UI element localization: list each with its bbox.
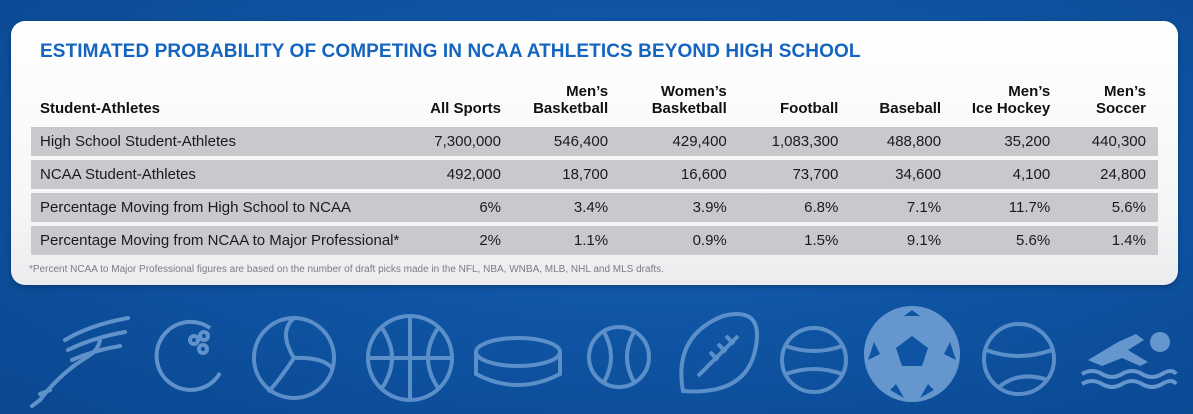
column-header: Men’s Ice Hockey — [971, 83, 1051, 117]
table-cell: 11.7% — [953, 193, 1063, 222]
table-cell: 18,700 — [513, 160, 621, 189]
table-cell: 7.1% — [850, 193, 954, 222]
table-cell: 9.1% — [850, 226, 954, 255]
table-cell: 73,700 — [738, 160, 851, 189]
probability-table: Student-Athletes All Sports Men’s Basketb… — [31, 79, 1158, 259]
table-cell: 1.4% — [1062, 226, 1158, 255]
table-cell: 6% — [411, 193, 513, 222]
row-label: Percentage Moving from High School to NC… — [31, 193, 412, 222]
volleyball-icon — [252, 316, 336, 400]
column-header: Baseball — [879, 100, 942, 117]
table-cell: 0.9% — [620, 226, 739, 255]
table-row: Percentage Moving from High School to NC… — [31, 193, 1158, 222]
table-cell: 5.6% — [953, 226, 1063, 255]
column-header: Football — [780, 100, 839, 117]
column-header: Student-Athletes — [40, 100, 160, 117]
table-cell: 6.8% — [738, 193, 851, 222]
hockey-puck-icon — [474, 336, 562, 387]
column-header: Women’s Basketball — [651, 83, 727, 117]
table-cell: 492,000 — [411, 160, 513, 189]
basketball-icon — [366, 314, 454, 402]
row-label: Percentage Moving from NCAA to Major Pro… — [31, 226, 412, 255]
tennis-ball-icon — [780, 326, 848, 394]
baseball-icon — [587, 325, 651, 389]
table-cell: 2% — [411, 226, 513, 255]
table-cell: 4,100 — [953, 160, 1063, 189]
table-cell: 488,800 — [850, 127, 954, 156]
table-cell: 1.1% — [513, 226, 621, 255]
table-cell: 546,400 — [513, 127, 621, 156]
row-label: NCAA Student-Athletes — [31, 160, 412, 189]
sports-icon-strip — [0, 300, 1193, 410]
football-icon — [679, 312, 759, 394]
table-cell: 1.5% — [738, 226, 851, 255]
table-cell: 35,200 — [953, 127, 1063, 156]
table-cell: 24,800 — [1062, 160, 1158, 189]
row-label: High School Student-Athletes — [31, 127, 412, 156]
column-header: Men’s Basketball — [533, 83, 609, 117]
stats-card: ESTIMATED PROBABILITY OF COMPETING IN NC… — [11, 21, 1178, 285]
table-row: Percentage Moving from NCAA to Major Pro… — [31, 226, 1158, 255]
table-cell: 1,083,300 — [738, 127, 851, 156]
page-title: ESTIMATED PROBABILITY OF COMPETING IN NC… — [40, 41, 861, 62]
table-cell: 429,400 — [620, 127, 739, 156]
table-cell: 3.4% — [513, 193, 621, 222]
table-cell: 3.9% — [620, 193, 739, 222]
table-row: High School Student-Athletes 7,300,000 5… — [31, 127, 1158, 156]
table-cell: 440,300 — [1062, 127, 1158, 156]
bowling-ball-icon — [154, 319, 222, 392]
swimmer-icon — [1080, 332, 1178, 389]
table-cell: 34,600 — [850, 160, 954, 189]
winged-shoe-icon — [30, 316, 130, 408]
tennis-ball-icon — [982, 322, 1056, 396]
table-cell: 7,300,000 — [411, 127, 513, 156]
table-header-row: Student-Athletes All Sports Men’s Basketb… — [31, 83, 1158, 123]
table-cell: 16,600 — [620, 160, 739, 189]
column-header: Men’s Soccer — [1095, 83, 1146, 117]
table-row: NCAA Student-Athletes 492,000 18,700 16,… — [31, 160, 1158, 189]
column-header: All Sports — [430, 100, 501, 117]
soccer-ball-icon — [864, 306, 960, 402]
table-cell: 5.6% — [1062, 193, 1158, 222]
footnote: *Percent NCAA to Major Professional figu… — [29, 264, 664, 275]
